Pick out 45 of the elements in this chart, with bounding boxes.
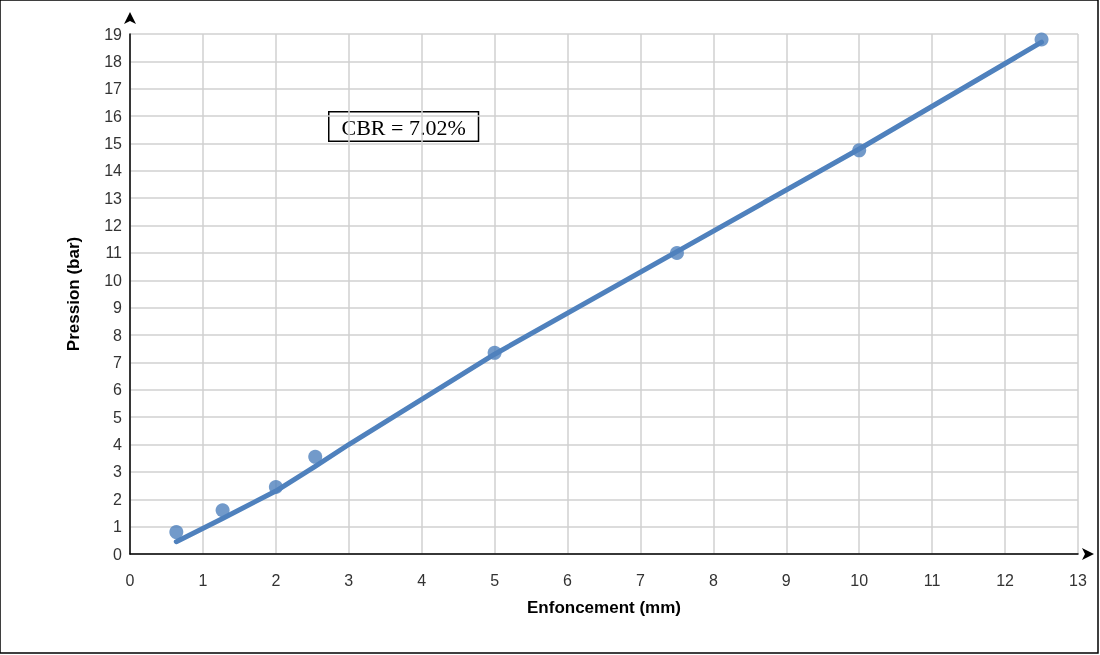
y-tick-label: 19 xyxy=(104,25,123,43)
x-tick-label: 13 xyxy=(1069,571,1087,589)
y-tick-label: 11 xyxy=(105,244,123,262)
point xyxy=(215,503,230,518)
x-tick-label: 7 xyxy=(636,571,646,589)
point xyxy=(169,525,184,540)
point xyxy=(268,479,283,494)
y-tick-label: 6 xyxy=(113,381,123,399)
y-axis-title: Pression (bar) xyxy=(64,236,83,352)
x-tick-label: 5 xyxy=(490,571,500,589)
x-axis-title: Enfoncement (mm) xyxy=(527,598,681,617)
x-tick-label: 3 xyxy=(344,571,354,589)
y-tick-label: 0 xyxy=(113,545,123,563)
y-tick-label: 16 xyxy=(104,107,123,125)
y-tick-label: 14 xyxy=(104,162,123,180)
y-tick-label: 9 xyxy=(113,299,123,317)
x-tick-label: 2 xyxy=(271,571,281,589)
x-tick-label: 8 xyxy=(708,571,718,589)
annotation: CBR = 7.02% xyxy=(341,115,466,140)
point xyxy=(669,245,684,260)
y-tick-label: 3 xyxy=(113,463,123,481)
y-tick-label: 17 xyxy=(104,80,123,98)
y-tick-label: 7 xyxy=(113,353,123,371)
y-tick-label: 2 xyxy=(113,490,123,508)
y-tick-label: 1 xyxy=(113,518,123,536)
point xyxy=(308,449,323,464)
point xyxy=(852,143,867,158)
point xyxy=(487,345,502,360)
x-tick-label: 12 xyxy=(996,571,1015,589)
y-tick-label: 10 xyxy=(104,271,123,289)
y-tick-label: 15 xyxy=(104,134,123,152)
y-tick-label: 18 xyxy=(104,52,123,70)
y-tick-label: 13 xyxy=(104,189,123,207)
y-tick-label: 12 xyxy=(104,217,123,235)
x-tick-label: 0 xyxy=(125,571,135,589)
x-tick-label: 4 xyxy=(417,571,427,589)
y-tick-label: 8 xyxy=(113,326,123,344)
x-tick-label: 6 xyxy=(563,571,573,589)
y-tick-label: 5 xyxy=(113,408,123,426)
point xyxy=(1034,32,1049,47)
x-tick-label: 10 xyxy=(850,571,869,589)
x-tick-label: 1 xyxy=(198,571,208,589)
x-tick-label: 9 xyxy=(781,571,791,589)
y-tick-label: 4 xyxy=(113,436,123,454)
x-tick-label: 11 xyxy=(923,571,941,589)
